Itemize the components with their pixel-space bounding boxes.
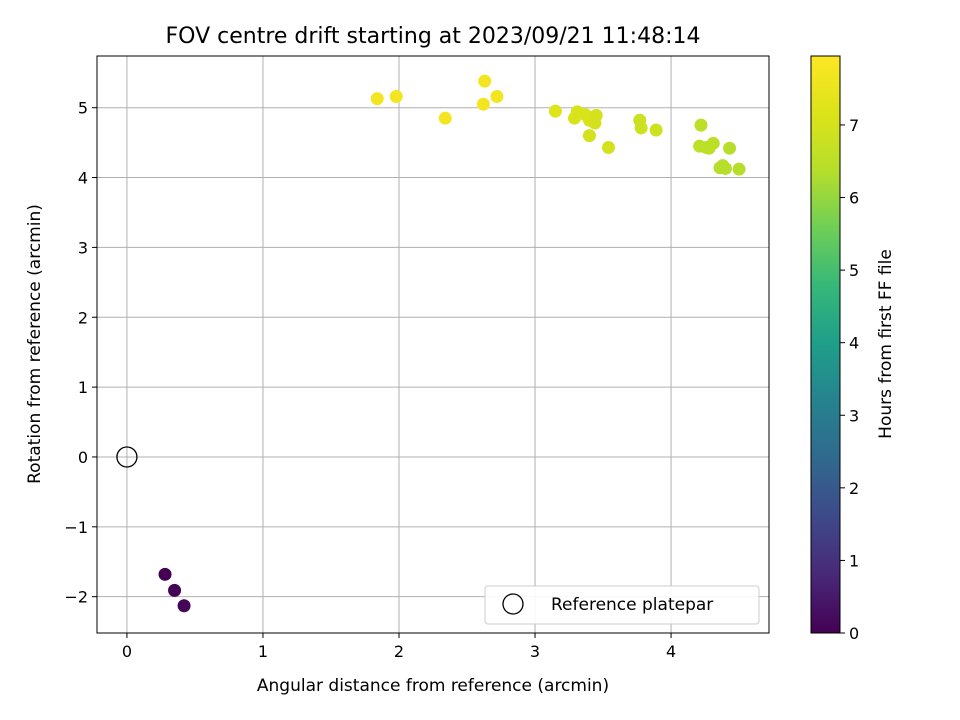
data-point [490,90,504,104]
legend-entry-label: Reference platepar [551,595,713,615]
y-tick-label: 4 [78,169,88,188]
x-axis-ticks: 0 1 2 3 4 [122,633,676,661]
data-point [582,129,596,143]
y-tick-label: 2 [78,308,88,327]
colorbar-tick-label: 6 [849,189,859,208]
x-tick-label: 1 [258,642,268,661]
chart-title: FOV centre drift starting at 2023/09/21 … [166,24,701,49]
y-tick-label: −1 [64,518,88,537]
colorbar-tick-label: 4 [849,334,859,353]
y-tick-label: 0 [78,448,88,467]
y-tick-label: −2 [64,588,88,607]
data-point [589,108,603,122]
reference-platepar-marker [116,446,138,468]
data-point [476,97,490,111]
legend: Reference platepar [484,585,760,625]
data-point [177,599,191,613]
colorbar-tick-label: 3 [849,406,859,425]
data-point [649,123,663,137]
data-point [478,74,492,88]
data-point [732,162,746,176]
colorbar-tick-label: 7 [849,116,859,135]
data-point [706,136,720,150]
data-point [438,111,452,125]
y-axis-label: Rotation from reference (arcmin) [25,204,45,484]
reference-marker-layer [116,446,138,468]
legend-reference-marker [502,593,524,615]
x-tick-label: 3 [530,642,540,661]
data-point [634,121,648,135]
x-tick-label: 2 [394,642,404,661]
data-point [601,141,615,155]
grid [97,56,769,633]
y-axis-ticks: −2 −1 0 1 2 3 4 5 [64,99,97,607]
data-point [694,118,708,132]
data-point [370,92,384,106]
colorbar-gradient [810,55,841,634]
colorbar-tick-label: 1 [849,551,859,570]
data-point [158,567,172,581]
y-tick-label: 5 [78,99,88,118]
colorbar: 0 1 2 3 4 5 6 7 Hours from first FF file [810,55,896,643]
colorbar-tick-label: 2 [849,479,859,498]
y-tick-label: 3 [78,238,88,257]
data-point [723,141,737,155]
data-point [168,583,182,597]
x-tick-label: 4 [666,642,676,661]
plot-area-frame [96,55,770,634]
colorbar-tick-label: 0 [849,624,859,643]
data-point [389,90,403,104]
data-point [548,104,562,118]
colorbar-tick-label: 5 [849,261,859,280]
data-point [718,161,732,175]
x-axis-label: Angular distance from reference (arcmin) [257,676,609,696]
x-tick-label: 0 [122,642,132,661]
colorbar-ticks: 0 1 2 3 4 5 6 7 [840,116,859,643]
legend-box [484,585,760,625]
colorbar-label: Hours from first FF file [876,249,896,439]
y-tick-label: 1 [78,378,88,397]
data-points [158,74,746,613]
